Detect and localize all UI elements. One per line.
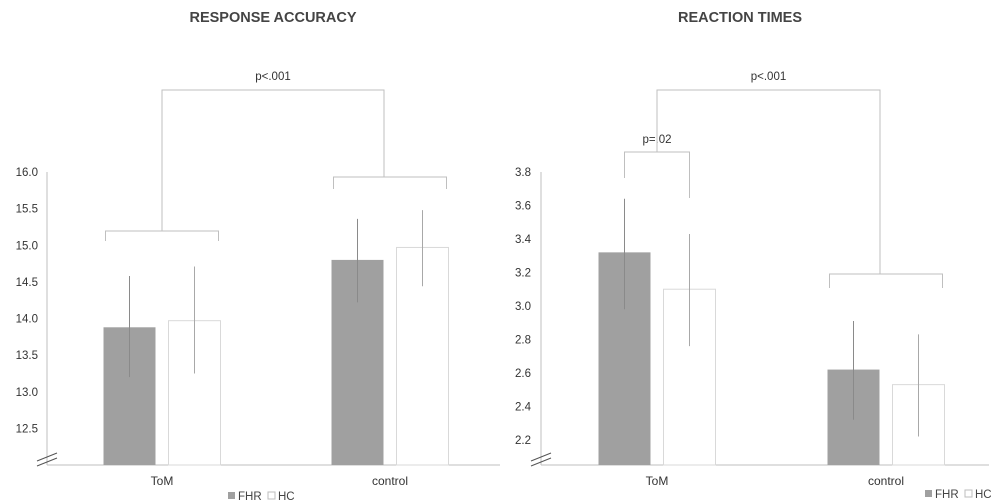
legend-label-fhr: FHR — [238, 491, 262, 503]
main-effect-bracket — [161, 89, 385, 231]
y-tick-label: 12.5 — [16, 423, 38, 435]
category-label: control — [868, 474, 904, 488]
y-tick-label: 14.5 — [16, 277, 38, 289]
legend-label-hc: HC — [975, 489, 991, 501]
y-tick-label: 3.0 — [515, 301, 531, 313]
axis-break-mark — [530, 452, 552, 462]
group-bracket — [105, 230, 219, 241]
significance-label: p<.001 — [751, 71, 787, 83]
group-bracket — [829, 273, 943, 288]
main-effect-bracket — [656, 89, 881, 274]
significance-bracket — [624, 151, 690, 198]
legend-swatch-fhr — [925, 490, 932, 497]
axis-break-mark — [530, 457, 552, 467]
y-tick-label: 15.5 — [16, 204, 38, 216]
legend-swatch-hc — [267, 491, 276, 500]
significance-label: p<.001 — [255, 71, 291, 83]
category-label: control — [372, 474, 408, 488]
y-tick-label: 3.2 — [515, 267, 531, 279]
y-tick-label: 3.8 — [515, 167, 531, 179]
category-label: ToM — [151, 474, 174, 488]
category-label: ToM — [646, 474, 669, 488]
y-tick-label: 2.6 — [515, 368, 531, 380]
legend-swatch-hc — [964, 489, 973, 498]
y-tick-label: 13.5 — [16, 350, 38, 362]
y-tick-label: 16.0 — [16, 167, 38, 179]
y-tick-label: 15.0 — [16, 240, 38, 252]
y-tick-label: 14.0 — [16, 314, 38, 326]
y-tick-label: 3.4 — [515, 234, 532, 246]
chart-title: RESPONSE ACCURACY — [189, 10, 356, 26]
legend-swatch-fhr — [228, 492, 235, 499]
y-tick-label: 2.8 — [515, 334, 531, 346]
group-bracket — [333, 176, 447, 189]
legend-label-hc: HC — [278, 491, 295, 503]
axis-break-mark — [36, 452, 58, 462]
legend-label-fhr: FHR — [935, 489, 959, 501]
chart-title: REACTION TIMES — [678, 10, 802, 26]
y-tick-label: 2.2 — [515, 435, 531, 447]
y-tick-label: 2.4 — [515, 401, 532, 413]
y-tick-label: 3.6 — [515, 200, 531, 212]
y-tick-label: 13.0 — [16, 387, 38, 399]
axis-break-mark — [36, 457, 58, 467]
